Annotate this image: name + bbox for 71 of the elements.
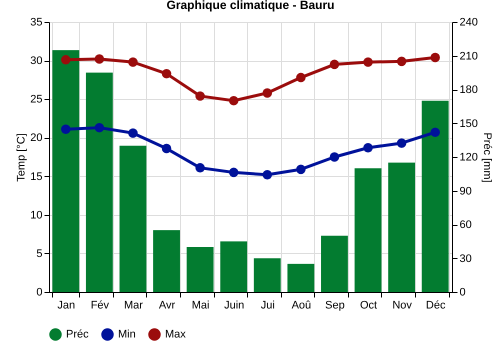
x-tick-label: Sep xyxy=(325,300,345,312)
point xyxy=(430,52,440,62)
y-tick-label: 35 xyxy=(30,16,42,28)
point xyxy=(396,56,406,66)
point xyxy=(94,54,104,64)
y-tick-label: 15 xyxy=(30,170,42,183)
point xyxy=(262,170,272,180)
bar xyxy=(186,247,214,292)
y2-tick-label: 90 xyxy=(460,185,472,198)
x-tick-label: Oct xyxy=(360,300,378,312)
y2-tick-label: 120 xyxy=(460,152,478,164)
point xyxy=(61,55,71,65)
y-axis-title: Temp [°C] xyxy=(15,133,28,182)
y-tick-label: 5 xyxy=(36,248,42,260)
y2-tick-label: 60 xyxy=(460,219,472,231)
bar xyxy=(388,162,416,292)
bar xyxy=(86,72,113,292)
x-tick-label: Juin xyxy=(224,300,244,312)
point xyxy=(94,122,104,132)
y-tick-label: 0 xyxy=(36,286,42,298)
bar xyxy=(422,100,449,292)
y2-tick-label: 240 xyxy=(460,16,478,28)
x-tick-label: Jui xyxy=(260,300,275,312)
y2-tick-label: 210 xyxy=(460,50,478,62)
bar xyxy=(287,264,314,292)
point xyxy=(363,143,373,152)
point xyxy=(128,57,138,67)
bar xyxy=(321,236,348,292)
y2-tick-label: 150 xyxy=(460,118,478,130)
x-tick-label: Fév xyxy=(90,300,110,312)
point xyxy=(262,88,272,98)
x-tick-label: Déc xyxy=(426,300,446,312)
bar xyxy=(354,168,382,292)
y2-axis-title: Préc [mm] xyxy=(480,132,493,183)
chart-title: Graphique climatique - Bauru xyxy=(166,0,335,12)
legend-label: Préc xyxy=(66,328,90,341)
point xyxy=(162,144,172,154)
x-tick-label: Jan xyxy=(57,300,76,312)
x-tick-label: Mar xyxy=(124,300,144,312)
point xyxy=(228,168,238,178)
point xyxy=(363,57,373,67)
y2-tick-label: 180 xyxy=(460,84,478,96)
y-tick-label: 20 xyxy=(30,132,42,144)
point xyxy=(162,68,172,78)
legend-label: Max xyxy=(165,328,186,341)
point xyxy=(61,124,71,134)
bar xyxy=(153,230,180,292)
bar xyxy=(254,258,281,292)
point xyxy=(296,164,306,174)
point xyxy=(330,152,340,162)
x-tick-label: Avr xyxy=(158,300,176,312)
y-tick-label: 10 xyxy=(30,209,42,222)
x-tick-label: Mai xyxy=(192,300,210,312)
bar xyxy=(120,146,146,292)
x-tick-label: Aoû xyxy=(292,300,312,312)
point xyxy=(396,138,406,148)
y2-tick-label: 30 xyxy=(460,252,472,265)
legend-label: Min xyxy=(118,328,136,341)
y-tick-label: 25 xyxy=(30,94,42,106)
point xyxy=(228,96,238,106)
point xyxy=(195,91,205,101)
point xyxy=(330,60,340,70)
bar xyxy=(52,50,80,292)
point xyxy=(296,72,306,82)
bar xyxy=(220,241,248,292)
point xyxy=(128,128,138,138)
point xyxy=(430,128,440,138)
y2-tick-label: 0 xyxy=(460,286,466,298)
x-tick-label: Nov xyxy=(392,300,412,312)
point xyxy=(195,163,205,173)
y-tick-label: 30 xyxy=(30,55,42,68)
